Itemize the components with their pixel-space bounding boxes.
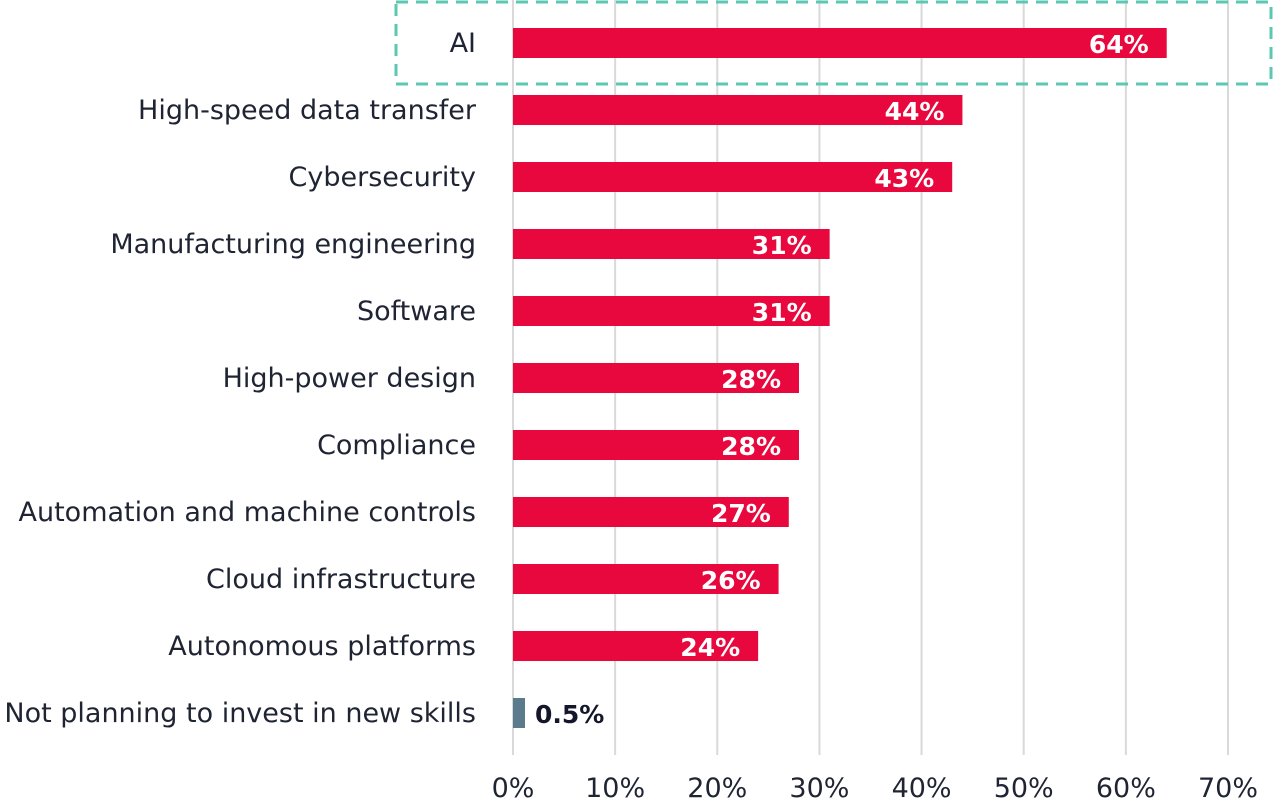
bar — [513, 564, 779, 594]
value-label: 26% — [701, 566, 761, 595]
bars — [513, 28, 1167, 728]
category-label: Automation and machine controls — [19, 497, 476, 528]
bar — [513, 430, 799, 460]
value-labels: 64% 44% 43% 31% 31% 28% 28% 27% 26% 24% 0.5% — [535, 30, 1149, 729]
x-tick-label: 40% — [892, 773, 952, 801]
category-label: High-power design — [223, 363, 476, 394]
bar — [513, 229, 830, 259]
category-label: High-speed data transfer — [138, 95, 477, 126]
value-label: 43% — [874, 164, 934, 193]
bar — [513, 296, 830, 326]
value-label: 24% — [680, 633, 740, 662]
x-tick-label: 60% — [1096, 773, 1156, 801]
x-tick-label: 30% — [789, 773, 849, 801]
category-labels: AI High-speed data transfer Cybersecurity M… — [4, 28, 477, 729]
category-label: Cybersecurity — [289, 162, 477, 193]
category-label: Not planning to invest in new skills — [4, 698, 476, 729]
value-label: 44% — [885, 97, 945, 126]
x-tick-label: 50% — [994, 773, 1054, 801]
value-label: 64% — [1089, 30, 1149, 59]
bar — [513, 95, 963, 125]
category-label: Software — [357, 296, 476, 327]
value-label: 0.5% — [535, 700, 604, 729]
x-tick-label: 70% — [1198, 773, 1258, 801]
category-label: Compliance — [317, 430, 476, 461]
x-axis-ticks: 0% 10% 20% 30% 40% 50% 60% 70% — [492, 773, 1258, 801]
bar — [513, 363, 799, 393]
bar — [513, 28, 1167, 58]
value-label: 28% — [721, 432, 781, 461]
bar — [513, 698, 525, 728]
bar — [513, 162, 953, 192]
bar — [513, 631, 759, 661]
bar — [513, 497, 789, 527]
value-label: 28% — [721, 365, 781, 394]
x-tick-label: 10% — [585, 773, 645, 801]
category-label: Cloud infrastructure — [206, 564, 476, 595]
category-label: Manufacturing engineering — [110, 229, 476, 260]
x-tick-label: 20% — [687, 773, 747, 801]
x-tick-label: 0% — [492, 773, 535, 801]
category-label: AI — [450, 28, 476, 59]
category-label: Autonomous platforms — [168, 631, 476, 662]
value-label: 27% — [711, 499, 771, 528]
value-label: 31% — [752, 231, 812, 260]
value-label: 31% — [752, 298, 812, 327]
